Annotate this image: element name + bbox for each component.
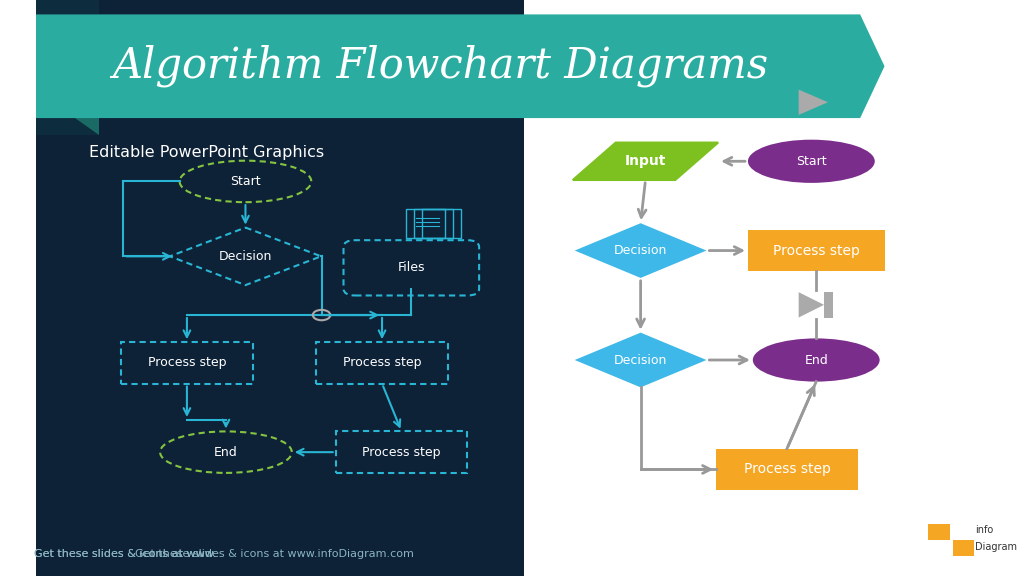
Text: End: End [805, 354, 828, 366]
Text: Get these slides & icons at www.infoDiagram.com: Get these slides & icons at www.infoDiag… [135, 549, 414, 559]
Polygon shape [36, 0, 523, 576]
Text: Process step: Process step [773, 244, 860, 257]
Polygon shape [36, 0, 99, 14]
Text: Decision: Decision [614, 354, 668, 366]
Text: Editable PowerPoint Graphics: Editable PowerPoint Graphics [89, 145, 324, 160]
FancyBboxPatch shape [952, 540, 974, 556]
Text: info: info [975, 525, 993, 535]
Ellipse shape [753, 339, 880, 382]
Text: Decision: Decision [219, 250, 272, 263]
Polygon shape [36, 118, 99, 135]
Ellipse shape [748, 140, 874, 183]
FancyBboxPatch shape [929, 524, 950, 540]
Text: Get these slides & icons at www.: Get these slides & icons at www. [34, 549, 216, 559]
FancyBboxPatch shape [824, 292, 833, 317]
Polygon shape [799, 89, 828, 115]
Polygon shape [574, 223, 707, 278]
Text: Input: Input [625, 154, 667, 168]
Text: Get these slides & icons at www.: Get these slides & icons at www. [34, 549, 216, 559]
Text: Start: Start [230, 175, 261, 188]
Text: Diagram: Diagram [975, 542, 1017, 552]
Text: Process step: Process step [743, 463, 830, 476]
Polygon shape [572, 143, 718, 180]
Text: Files: Files [397, 262, 425, 274]
Text: Process step: Process step [343, 357, 421, 369]
Text: Start: Start [796, 155, 826, 168]
Text: Decision: Decision [614, 244, 668, 257]
Text: Process step: Process step [362, 446, 440, 458]
Text: Process step: Process step [147, 357, 226, 369]
Polygon shape [75, 118, 99, 135]
Text: End: End [214, 446, 238, 458]
FancyBboxPatch shape [748, 230, 885, 271]
Polygon shape [574, 333, 707, 387]
Text: Algorithm Flowchart Diagrams: Algorithm Flowchart Diagrams [113, 45, 769, 88]
Polygon shape [799, 292, 824, 317]
Polygon shape [36, 14, 885, 118]
FancyBboxPatch shape [716, 449, 858, 490]
